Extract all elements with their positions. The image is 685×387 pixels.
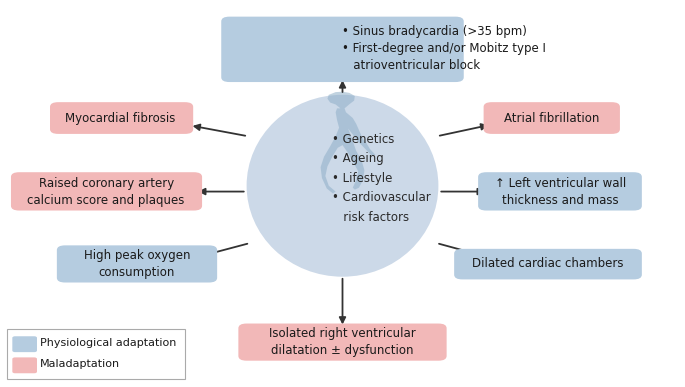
FancyBboxPatch shape bbox=[238, 324, 447, 361]
Ellipse shape bbox=[247, 95, 438, 277]
FancyBboxPatch shape bbox=[221, 17, 464, 82]
Text: Physiological adaptation: Physiological adaptation bbox=[40, 337, 176, 348]
FancyBboxPatch shape bbox=[50, 102, 193, 134]
FancyBboxPatch shape bbox=[7, 329, 185, 379]
Text: • Genetics
• Ageing
• Lifestyle
• Cardiovascular
   risk factors: • Genetics • Ageing • Lifestyle • Cardio… bbox=[332, 132, 431, 224]
Text: Dilated cardiac chambers: Dilated cardiac chambers bbox=[472, 257, 624, 271]
FancyBboxPatch shape bbox=[478, 172, 642, 211]
FancyBboxPatch shape bbox=[12, 336, 37, 352]
Polygon shape bbox=[321, 92, 375, 194]
FancyBboxPatch shape bbox=[454, 249, 642, 279]
Text: Isolated right ventricular
dilatation ± dysfunction: Isolated right ventricular dilatation ± … bbox=[269, 327, 416, 358]
FancyBboxPatch shape bbox=[11, 172, 202, 211]
Text: Myocardial fibrosis: Myocardial fibrosis bbox=[64, 111, 175, 125]
FancyBboxPatch shape bbox=[484, 102, 620, 134]
Text: ↑ Left ventricular wall
thickness and mass: ↑ Left ventricular wall thickness and ma… bbox=[495, 176, 626, 207]
FancyBboxPatch shape bbox=[12, 358, 37, 373]
Text: • Sinus bradycardia (>35 bpm)
• First-degree and/or Mobitz type I
   atrioventri: • Sinus bradycardia (>35 bpm) • First-de… bbox=[342, 25, 547, 72]
Text: Maladaptation: Maladaptation bbox=[40, 359, 120, 369]
FancyBboxPatch shape bbox=[57, 245, 217, 283]
Text: Atrial fibrillation: Atrial fibrillation bbox=[503, 111, 599, 125]
Text: Raised coronary artery
calcium score and plaques: Raised coronary artery calcium score and… bbox=[27, 176, 185, 207]
Text: High peak oxygen
consumption: High peak oxygen consumption bbox=[84, 249, 190, 279]
